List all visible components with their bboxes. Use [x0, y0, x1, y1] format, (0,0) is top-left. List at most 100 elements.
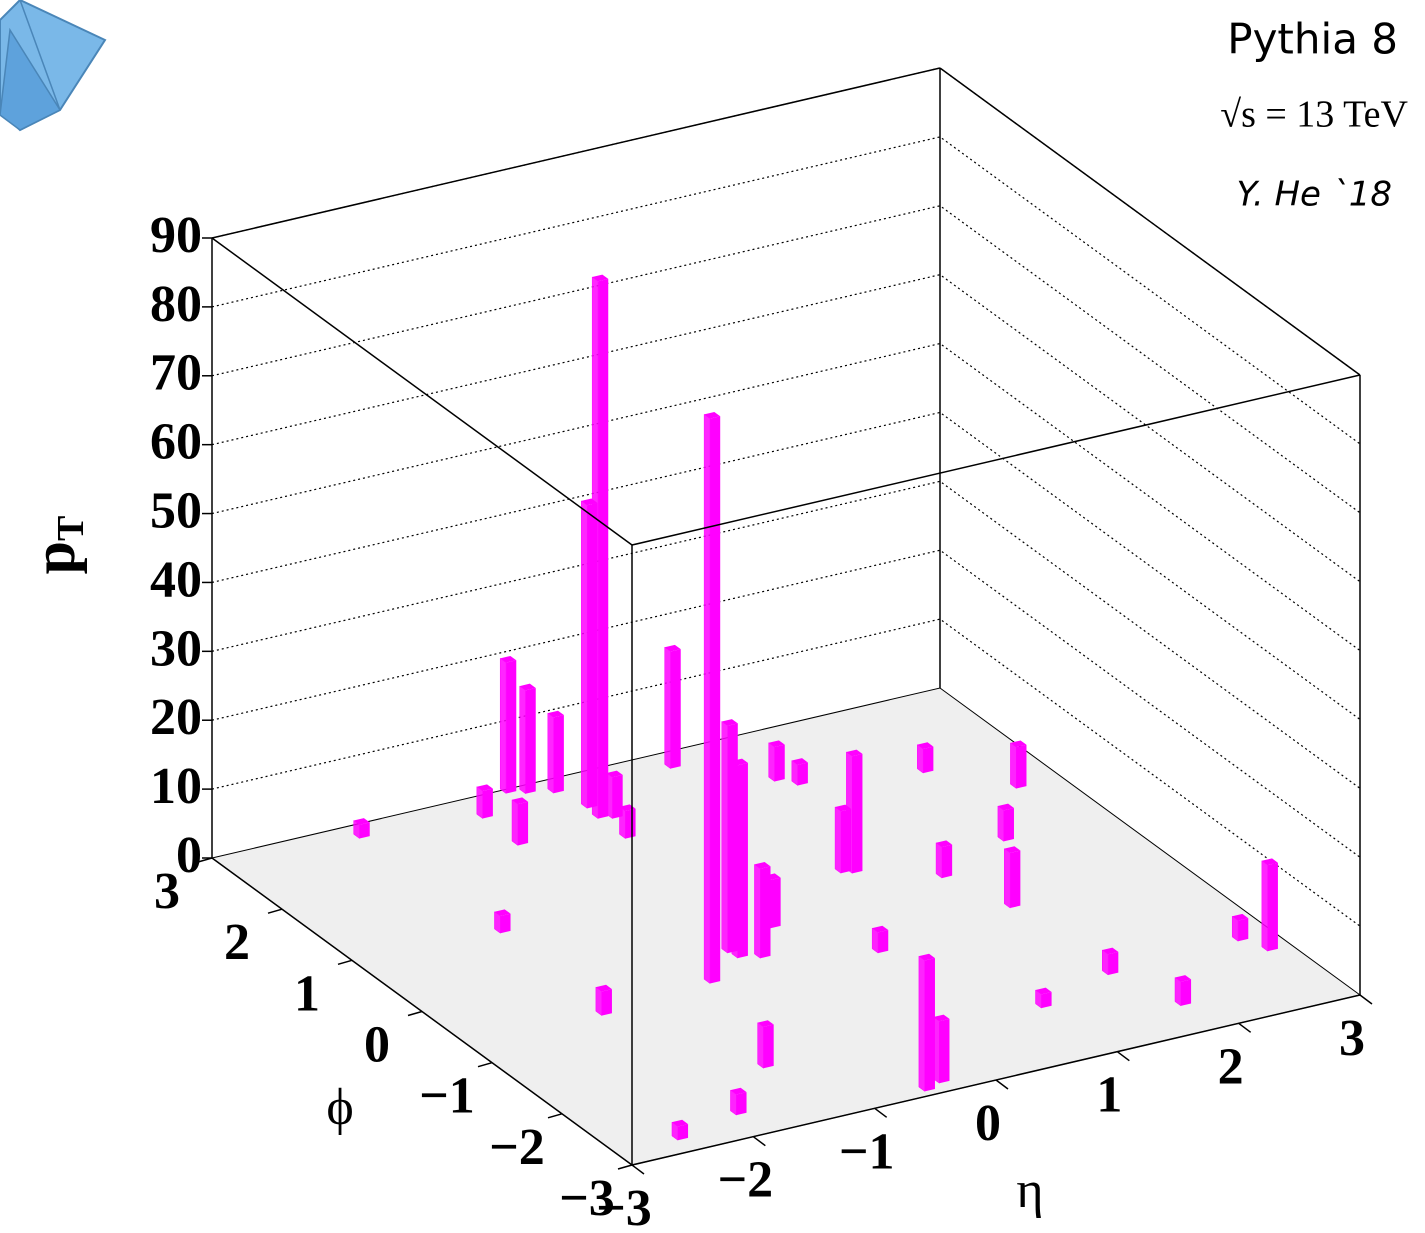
bar-top	[494, 909, 511, 917]
z-tick-label: 70	[150, 345, 202, 402]
annotation: Pythia 8	[1227, 15, 1398, 64]
bar-top	[500, 655, 517, 663]
bar-face	[878, 930, 889, 954]
y-tick-mark	[617, 1164, 633, 1170]
bar-face	[547, 712, 554, 794]
bar-top	[671, 1119, 689, 1127]
bar-face	[553, 715, 564, 794]
y-tick-label: −1	[419, 1068, 475, 1125]
bar-top	[1010, 740, 1027, 748]
bar-top	[1102, 947, 1119, 955]
bar-face	[840, 808, 852, 874]
bar	[511, 797, 529, 846]
bar-face	[736, 1092, 747, 1116]
bar-face	[625, 808, 636, 839]
bar-top	[512, 797, 529, 805]
bar-top	[757, 1020, 774, 1027]
bar-face	[774, 744, 785, 782]
grid-line	[211, 136, 1361, 445]
bar-top	[1175, 975, 1192, 982]
bar	[519, 683, 536, 795]
bar-face	[619, 806, 626, 840]
bar-face	[710, 416, 721, 984]
x-tick-label: 1	[1096, 1067, 1122, 1124]
bar	[935, 840, 953, 879]
bar-top	[754, 862, 771, 869]
x-tick-mark	[995, 1079, 1009, 1090]
bar-face	[601, 989, 612, 1016]
bar-top	[835, 804, 852, 812]
grid-line	[211, 411, 1361, 720]
annotation: Y. He `18	[1236, 175, 1392, 215]
bar-face	[737, 762, 748, 959]
bar	[1174, 975, 1192, 1007]
frame-edge	[211, 857, 633, 1166]
bar-face	[1174, 977, 1182, 1007]
bar-top	[936, 840, 953, 848]
frame-edge	[939, 67, 1361, 376]
bar-top	[1004, 846, 1021, 853]
bar-face	[677, 1124, 689, 1141]
bar-face	[939, 1018, 950, 1084]
bar-face	[511, 799, 519, 846]
bar	[918, 953, 935, 1092]
bar	[619, 804, 636, 840]
bar-top	[1035, 987, 1052, 995]
bar-face	[595, 986, 603, 1017]
bar-face	[703, 413, 711, 985]
bar-face	[1004, 848, 1011, 909]
grid-line	[211, 205, 1361, 514]
bar-face	[941, 844, 953, 879]
bar-face	[923, 746, 934, 774]
bar-face	[506, 660, 517, 794]
z-axis-label-sub: T	[50, 516, 92, 541]
bar-top	[918, 953, 935, 961]
bar-face	[499, 657, 507, 795]
bar	[1231, 913, 1249, 942]
grid-line	[211, 274, 1361, 583]
bar-top	[547, 710, 564, 718]
y-tick-label: 3	[154, 863, 180, 920]
logo	[0, 0, 107, 132]
bar	[731, 758, 748, 959]
bar-face	[670, 649, 681, 769]
bar-face	[1180, 979, 1192, 1006]
bar-face	[917, 744, 924, 774]
bar	[730, 1087, 747, 1116]
z-tick-label: 60	[150, 414, 202, 471]
y-tick-mark	[267, 908, 283, 914]
bar	[871, 925, 889, 954]
bar-top	[606, 770, 623, 778]
bar-face	[1261, 860, 1268, 952]
bar-top	[592, 274, 609, 282]
bar-face	[359, 822, 370, 839]
bar-top	[353, 818, 370, 825]
grid-line	[211, 342, 1361, 652]
bar-top	[872, 925, 889, 933]
bar-top	[997, 803, 1014, 811]
y-tick-mark	[197, 857, 213, 863]
y-tick-mark	[337, 959, 353, 966]
bar-face	[918, 955, 926, 1092]
y-tick-label: 2	[224, 914, 250, 971]
bar-top	[1261, 858, 1278, 866]
bar-face	[768, 742, 775, 782]
bar-face	[664, 646, 671, 770]
bar-top	[933, 1014, 950, 1022]
bar-top	[731, 758, 748, 766]
bar-face	[770, 877, 781, 929]
bar	[1261, 858, 1278, 952]
z-tick-label: 0	[176, 827, 202, 884]
bar-top	[721, 719, 738, 726]
y-axis-label: ϕ	[326, 1079, 353, 1136]
bar	[494, 909, 511, 934]
bar-face	[834, 806, 842, 874]
bar-top	[730, 1087, 747, 1095]
bar	[933, 1014, 950, 1084]
y-tick-mark	[407, 1010, 423, 1017]
bar-face	[476, 786, 483, 820]
frame-edge	[211, 237, 633, 546]
bar-top	[595, 984, 612, 992]
bar	[1004, 846, 1021, 909]
